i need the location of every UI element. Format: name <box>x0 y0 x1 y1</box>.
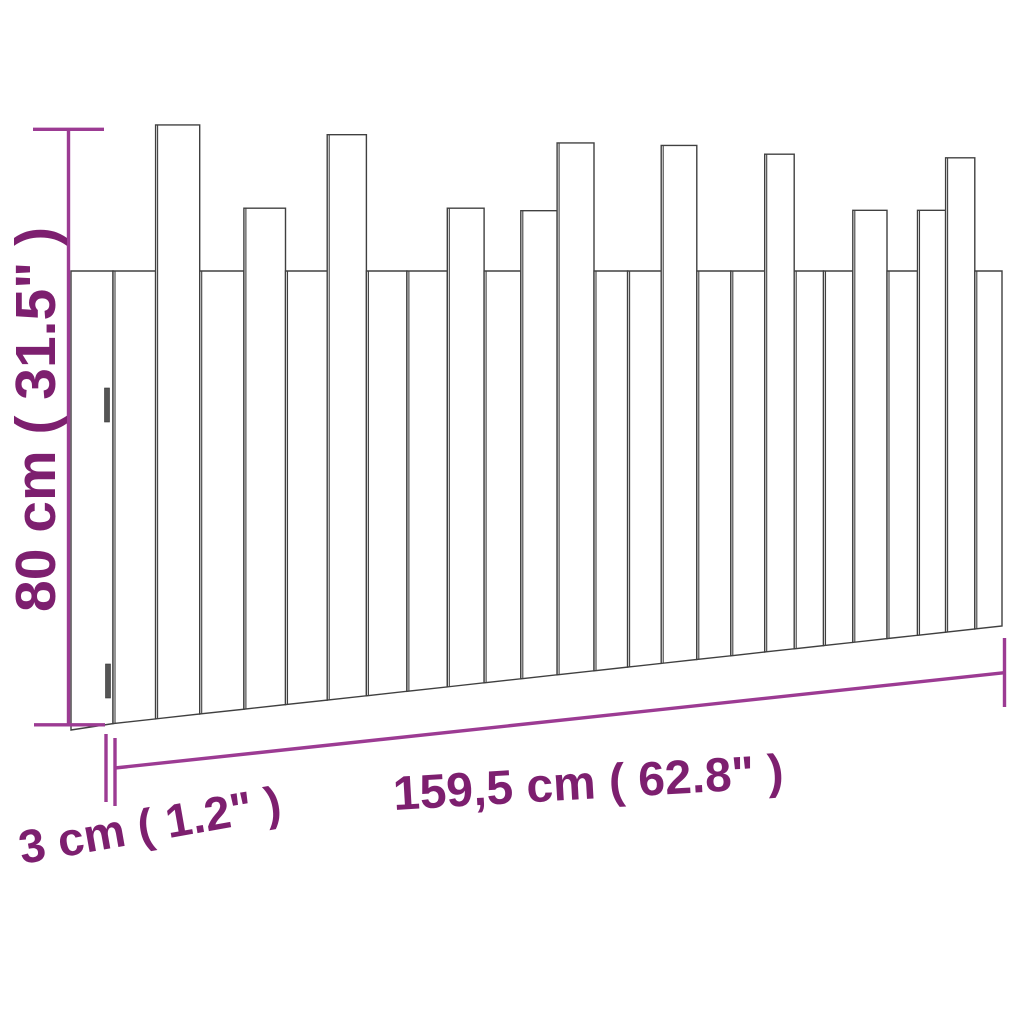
svg-text:80 cm ( 31.5" ): 80 cm ( 31.5" ) <box>4 227 68 612</box>
svg-text:3 cm ( 1.2" ): 3 cm ( 1.2" ) <box>15 776 285 874</box>
svg-text:159,5 cm ( 62.8" ): 159,5 cm ( 62.8" ) <box>392 746 785 821</box>
